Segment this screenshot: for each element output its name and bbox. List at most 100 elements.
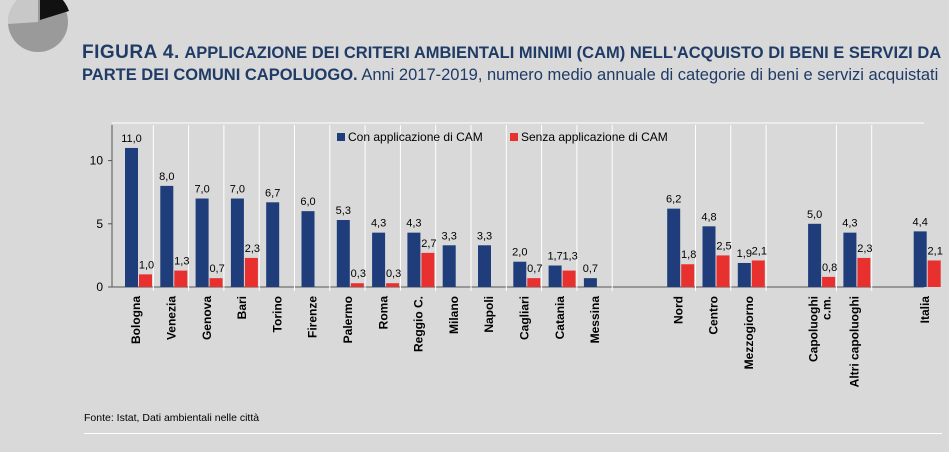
data-label-senza-cam: 2,5 xyxy=(716,240,731,252)
data-label-con-cam: 5,0 xyxy=(807,209,822,221)
bar-con-cam xyxy=(195,198,209,287)
x-tick-label: Genova xyxy=(200,296,214,340)
bar-senza-cam xyxy=(716,255,730,287)
data-label-con-cam: 5,3 xyxy=(336,205,351,217)
bar-senza-cam xyxy=(174,270,188,287)
bar-con-cam xyxy=(513,261,527,287)
data-label-con-cam: 3,3 xyxy=(477,230,492,242)
bar-con-cam xyxy=(407,232,421,287)
legend-swatch-con-cam xyxy=(337,133,345,141)
data-label-senza-cam: 2,3 xyxy=(245,243,260,255)
bar-senza-cam xyxy=(209,278,223,287)
data-label-con-cam: 2,0 xyxy=(512,247,527,259)
bottom-divider xyxy=(84,433,942,434)
legend: Con applicazione di CAM Senza applicazion… xyxy=(337,130,668,144)
x-tick-label: Palermo xyxy=(341,296,355,343)
x-tick-label: Roma xyxy=(376,296,390,330)
x-tick-label: Centro xyxy=(707,296,721,335)
data-label-con-cam: 6,0 xyxy=(300,196,315,208)
y-tick-label: 5 xyxy=(96,217,103,231)
data-label-senza-cam: 0,3 xyxy=(386,268,401,280)
bar-senza-cam xyxy=(822,276,836,287)
source-note: Fonte: Istat, Dati ambientali nelle citt… xyxy=(84,412,260,424)
bar-senza-cam xyxy=(421,252,435,287)
x-tick-label: c.m. xyxy=(819,296,833,320)
bar-con-cam xyxy=(702,226,716,287)
bar-senza-cam xyxy=(386,283,400,287)
data-label-con-cam: 4,3 xyxy=(406,218,421,230)
data-label-senza-cam: 0,3 xyxy=(351,268,366,280)
data-label-senza-cam: 1,3 xyxy=(562,251,577,263)
bar-senza-cam xyxy=(857,257,871,287)
data-label-con-cam: 7,0 xyxy=(194,184,209,196)
bar-con-cam xyxy=(737,262,751,287)
bar-con-cam xyxy=(913,231,927,287)
bar-con-cam xyxy=(230,198,244,287)
x-tick-label: Bari xyxy=(235,296,249,319)
data-label-con-cam: 3,3 xyxy=(442,230,457,242)
bar-con-cam xyxy=(266,202,280,287)
data-label-con-cam: 4,4 xyxy=(913,216,928,228)
bar-con-cam xyxy=(548,265,562,287)
legend-label-con-cam: Con applicazione di CAM xyxy=(348,130,483,144)
y-tick-label: 0 xyxy=(96,280,103,294)
data-label-con-cam: 4,3 xyxy=(371,218,386,230)
x-tick-label: Bologna xyxy=(129,296,143,344)
data-label-senza-cam: 1,3 xyxy=(174,256,189,268)
x-tick-label: Napoli xyxy=(482,296,496,333)
figure-number: FIGURA 4. xyxy=(82,42,180,63)
bar-con-cam xyxy=(667,208,681,287)
bar-senza-cam xyxy=(527,278,541,287)
data-label-con-cam: 7,0 xyxy=(230,184,245,196)
bar-con-cam xyxy=(478,245,491,287)
bar-con-cam xyxy=(336,220,350,287)
x-tick-label: Catania xyxy=(553,296,567,340)
x-tick-label: Torino xyxy=(270,296,284,332)
bar-senza-cam xyxy=(681,264,695,287)
x-tick-label: Nord xyxy=(671,296,685,324)
data-label-con-cam: 1,9 xyxy=(737,248,752,260)
data-label-senza-cam: 2,1 xyxy=(928,245,943,257)
bar-con-cam xyxy=(125,147,138,287)
bar-con-cam xyxy=(843,232,857,287)
chart-title: FIGURA 4. APPLICAZIONE DEI CRITERI AMBIE… xyxy=(82,42,942,86)
legend-label-senza-cam: Senza applicazione di CAM xyxy=(521,130,668,144)
data-label-senza-cam: 2,3 xyxy=(857,243,872,255)
x-tick-label: Italia xyxy=(918,296,932,324)
pie-logo-icon xyxy=(7,0,69,52)
bar-senza-cam xyxy=(139,274,152,287)
data-label-con-cam: 4,8 xyxy=(701,211,716,223)
x-tick-label: Cagliari xyxy=(517,296,531,340)
bar-con-cam xyxy=(442,245,456,287)
bar-senza-cam xyxy=(751,260,765,287)
bar-con-cam xyxy=(301,211,315,287)
data-label-senza-cam: 0,7 xyxy=(527,263,542,275)
x-tick-label: Mezzogiorno xyxy=(742,296,756,369)
figure-title: APPLICAZIONE DEI CRITERI AMBIENTALI MINI… xyxy=(82,44,941,84)
bar-con-cam xyxy=(372,232,386,287)
bar-senza-cam xyxy=(562,270,576,287)
data-label-senza-cam: 0,8 xyxy=(822,262,837,274)
x-tick-label: Milano xyxy=(447,296,461,334)
bar-con-cam xyxy=(583,278,597,287)
bar-con-cam xyxy=(808,223,822,287)
data-label-con-cam: 0,7 xyxy=(583,263,598,275)
data-label-senza-cam: 2,1 xyxy=(752,245,767,257)
data-label-senza-cam: 0,7 xyxy=(209,263,224,275)
data-label-con-cam: 6,2 xyxy=(666,194,681,206)
x-tick-label: Capoluoghi xyxy=(806,296,820,362)
data-label-con-cam: 1,7 xyxy=(547,251,562,263)
bar-senza-cam xyxy=(350,283,364,287)
bar-con-cam xyxy=(160,185,174,287)
figure-subtitle: Anni 2017-2019, numero medio annuale di … xyxy=(361,66,939,84)
x-tick-label: Venezia xyxy=(164,296,178,340)
bar-senza-cam xyxy=(244,257,258,287)
data-label-senza-cam: 1,0 xyxy=(139,259,154,271)
x-tick-label: Firenze xyxy=(306,296,320,338)
data-label-senza-cam: 2,7 xyxy=(421,238,436,250)
data-label-con-cam: 4,3 xyxy=(842,218,857,230)
data-label-con-cam: 6,7 xyxy=(265,187,280,199)
legend-swatch-senza-cam xyxy=(510,133,518,141)
data-label-con-cam: 8,0 xyxy=(159,171,174,183)
